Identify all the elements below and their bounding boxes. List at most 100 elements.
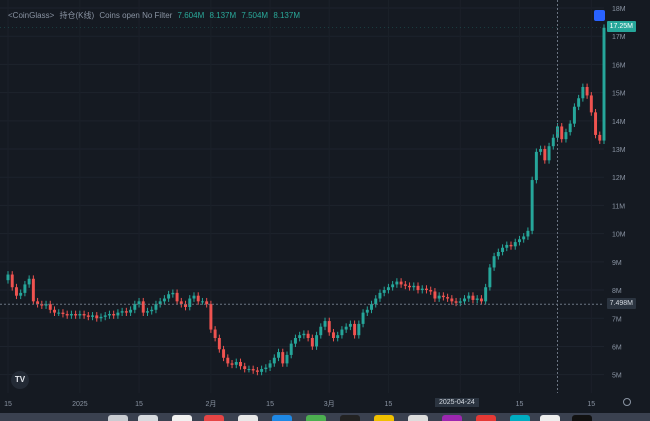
candle-body — [272, 357, 276, 364]
candle-body — [526, 230, 530, 237]
candle-body — [141, 301, 145, 313]
gear-icon[interactable] — [623, 398, 631, 406]
candle-body — [239, 361, 242, 367]
candle-body — [488, 267, 492, 288]
candle-body — [374, 298, 378, 305]
dock-app-10-icon[interactable] — [408, 415, 428, 421]
candle-body — [82, 314, 86, 316]
candle-body — [331, 332, 335, 338]
candle-body — [391, 284, 395, 288]
candle-body — [530, 180, 534, 231]
x-tick-label: 15 — [4, 401, 12, 408]
candle-body — [112, 314, 116, 316]
candle-body — [547, 146, 551, 161]
candle-body — [446, 297, 450, 299]
chart-grid — [0, 7, 604, 376]
chart-title: 持仓(K线) — [59, 11, 95, 20]
candle-body — [433, 291, 437, 299]
dock-app-2-icon[interactable] — [138, 415, 158, 421]
tradingview-logo[interactable]: TV — [11, 371, 29, 389]
candle-body — [399, 281, 403, 285]
candle-body — [14, 287, 18, 296]
y-tick-label: 17M — [612, 34, 626, 41]
candle-body — [340, 329, 344, 336]
dock-app-11-icon[interactable] — [442, 415, 462, 421]
candle-body — [517, 239, 521, 243]
dock-app-4-icon[interactable] — [204, 415, 224, 421]
dock-app-9-icon[interactable] — [374, 415, 394, 421]
candle-body — [27, 278, 31, 285]
candle-body — [306, 333, 310, 338]
x-tick-label: 15 — [587, 401, 595, 408]
dock-app-13-icon[interactable] — [510, 415, 530, 421]
candle-body — [408, 285, 412, 288]
candle-body — [40, 304, 44, 306]
dock-app-15-icon[interactable] — [572, 415, 592, 421]
candle-body — [285, 354, 289, 364]
candle-body — [184, 304, 188, 307]
dock-app-5-icon[interactable] — [238, 415, 258, 421]
candle-body — [568, 123, 572, 133]
candle-body — [424, 288, 428, 291]
candle-body — [247, 369, 251, 371]
candle-body — [467, 295, 471, 299]
candle-body — [264, 367, 268, 370]
candle-body — [129, 309, 133, 313]
candle-body — [412, 285, 416, 288]
scale-settings-button[interactable] — [594, 10, 605, 21]
candle-body — [277, 352, 281, 358]
y-tick-label: 7M — [612, 316, 622, 323]
candle-body — [260, 369, 264, 372]
ohlc-low: 7.504M — [241, 11, 269, 20]
candle-body — [171, 292, 175, 295]
candle-body — [120, 311, 124, 313]
candle-body — [23, 284, 27, 293]
candle-body — [103, 315, 107, 317]
y-tick-label: 5M — [612, 373, 622, 380]
candle-body — [496, 251, 500, 257]
candle-body — [230, 363, 234, 365]
candle-body — [585, 86, 589, 96]
candle-body — [196, 295, 200, 302]
candle-body — [602, 27, 606, 141]
y-tick-label: 8M — [612, 288, 622, 295]
candle-body — [365, 309, 369, 313]
dock-app-7-icon[interactable] — [306, 415, 326, 421]
candle-body — [572, 106, 576, 124]
candle-body — [69, 314, 73, 316]
y-tick-label: 14M — [612, 119, 626, 126]
ohlc-close: 8.137M — [273, 11, 300, 20]
candle-body — [133, 304, 137, 310]
candle-body — [539, 149, 543, 152]
candle-body — [124, 311, 128, 313]
candle-body — [479, 298, 483, 302]
y-tick-label: 15M — [612, 91, 626, 98]
source-label: <CoinGlass> — [8, 11, 55, 20]
candle-body — [437, 295, 441, 299]
dock-app-14-icon[interactable] — [540, 415, 560, 421]
dock-app-12-icon[interactable] — [476, 415, 496, 421]
candle-body — [513, 242, 517, 247]
candle-body — [213, 329, 217, 338]
dock-app-8-icon[interactable] — [340, 415, 360, 421]
x-tick-label: 15 — [266, 401, 274, 408]
candle-body — [36, 301, 40, 305]
candle-body — [564, 132, 568, 140]
candle-body — [484, 287, 488, 302]
candle-body — [91, 315, 95, 317]
candle-body — [594, 112, 598, 135]
candle-body — [205, 301, 209, 305]
candle-body — [209, 304, 213, 330]
dock-app-3-icon[interactable] — [172, 415, 192, 421]
candle-body — [154, 304, 158, 310]
dock-app-6-icon[interactable] — [272, 415, 292, 421]
candle-body — [577, 98, 581, 107]
candle-body — [61, 312, 65, 315]
candle-body — [217, 338, 221, 350]
x-tick-label: 15 — [385, 401, 393, 408]
candle-body — [289, 343, 293, 355]
candle-body — [319, 326, 323, 336]
crosshair-date-tag: 2025-04-24 — [435, 398, 479, 407]
dock-app-1-icon[interactable] — [108, 415, 128, 421]
